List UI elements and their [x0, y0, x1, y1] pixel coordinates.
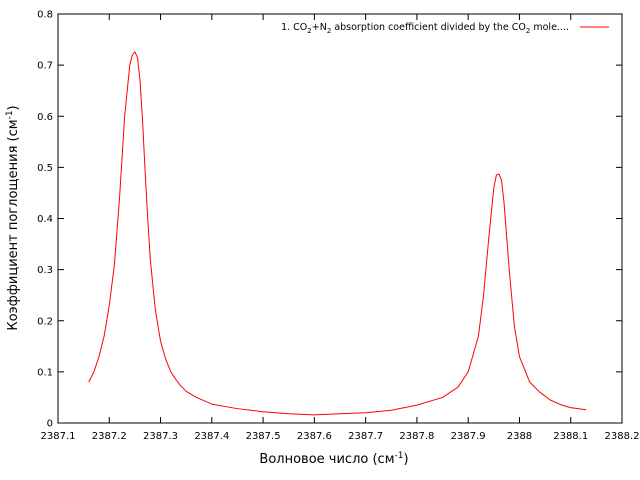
- ticks-layer: 2387.1 2387.2 2387.3 2387.4 2387.5 2387.6 2387…: [37, 10, 639, 443]
- y-tick-label: 0.8: [37, 10, 53, 21]
- x-tick-label: 2387.8: [399, 431, 434, 442]
- x-tick-label: 2387.7: [348, 431, 383, 442]
- x-tick-label: 2387.9: [451, 431, 486, 442]
- x-tick-label: 2387.5: [246, 431, 281, 442]
- x-tick-label: 2387.3: [143, 431, 178, 442]
- x-tick-label: 2387.2: [92, 431, 127, 442]
- y-tick-label: 0.7: [37, 61, 53, 72]
- y-tick-label: 0.1: [37, 367, 53, 378]
- y-axis-title: Коэффициент поглощения (см-1): [5, 105, 21, 330]
- y-tick-label: 0.3: [37, 265, 53, 276]
- x-tick-label: 2387.6: [297, 431, 332, 442]
- series-line: [88, 51, 587, 416]
- y-tick-label: 0.4: [37, 214, 53, 225]
- y-tick-label: 0: [47, 419, 53, 430]
- x-tick-label: 2387.4: [194, 431, 229, 442]
- x-tick-label: 2388.1: [553, 431, 588, 442]
- x-tick-label: 2387.1: [41, 431, 76, 442]
- x-tick-label: 2388.2: [605, 431, 640, 442]
- y-tick-label: 0.2: [37, 316, 53, 327]
- plot-frame: [57, 13, 623, 424]
- y-tick-label: 0.6: [37, 112, 53, 123]
- x-axis-title: Волновое число (см-1): [259, 451, 408, 467]
- x-tick-label: 2388: [507, 431, 532, 442]
- legend: 1. CO2+N2 absorption coefficient divided…: [281, 22, 609, 35]
- series-layer: [88, 51, 587, 416]
- legend-entry-label: 1. CO2+N2 absorption coefficient divided…: [281, 22, 569, 35]
- y-tick-label: 0.5: [37, 163, 53, 174]
